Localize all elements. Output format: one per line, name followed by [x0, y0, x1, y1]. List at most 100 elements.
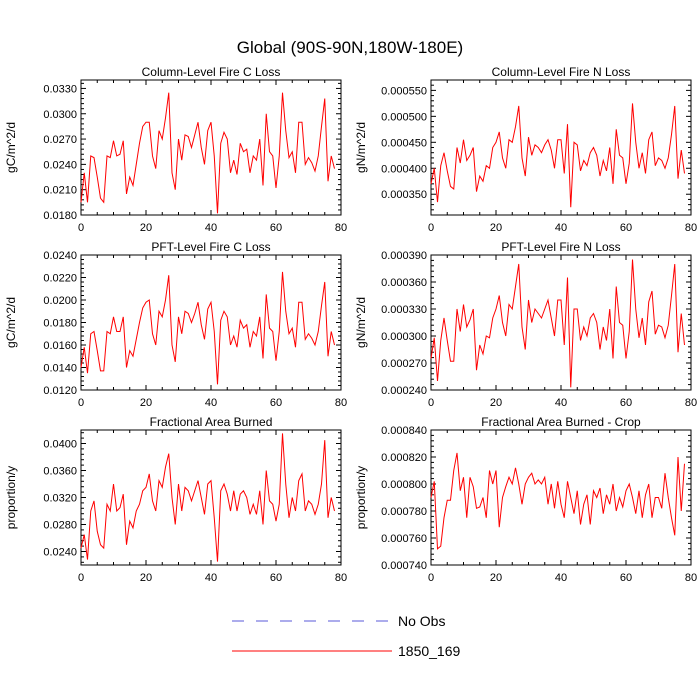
x-tick-label: 0: [78, 222, 84, 234]
y-tick-label: 0.0300: [43, 109, 77, 121]
y-tick-label: 0.0160: [43, 340, 77, 352]
series-line: [80, 271, 335, 385]
y-tick-label: 0.000800: [381, 479, 427, 491]
x-tick-label: 60: [270, 397, 282, 409]
chart-panel: Column-Level Fire N Loss gN/m^2/d 0 20 40 60 8…: [354, 65, 697, 234]
y-tick-label: 0.0240: [43, 547, 77, 559]
y-tick-label: 0.000270: [381, 358, 427, 370]
y-tick-label: 0.000450: [381, 137, 427, 149]
chart-panel: Fractional Area Burned proportion/y 0 20 40 6…: [4, 415, 347, 584]
x-tick-label: 0: [78, 397, 84, 409]
y-tick-label: 0.0140: [43, 363, 77, 375]
y-tick-label: 0.0200: [43, 295, 77, 307]
x-tick-label: 60: [270, 572, 282, 584]
y-tick-label: 0.000360: [381, 277, 427, 289]
x-tick-label: 40: [555, 397, 567, 409]
x-tick-label: 20: [490, 397, 502, 409]
y-axis-label: gN/m^2/d: [354, 122, 368, 173]
x-tick-label: 20: [140, 397, 152, 409]
y-tick-label: 0.0180: [43, 210, 77, 222]
y-tick-label: 0.000330: [381, 304, 427, 316]
y-axis-label: gC/m^2/d: [4, 122, 18, 173]
x-tick-label: 80: [685, 572, 697, 584]
x-tick-label: 80: [685, 222, 697, 234]
x-tick-label: 40: [205, 572, 217, 584]
series-line: [80, 433, 335, 562]
y-tick-label: 0.0220: [43, 273, 77, 285]
plot-frame: [430, 254, 692, 391]
figure-title: Global (90S-90N,180W-180E): [237, 38, 463, 57]
y-tick-label: 0.0270: [43, 134, 77, 146]
y-tick-label: 0.000390: [381, 250, 427, 262]
y-tick-label: 0.0400: [43, 439, 77, 451]
plot-frame: [80, 254, 342, 391]
y-tick-label: 0.0240: [43, 159, 77, 171]
y-tick-label: 0.000840: [381, 425, 427, 437]
panel-title: PFT-Level Fire N Loss: [501, 240, 620, 254]
y-axis-label: proportion/y: [354, 466, 368, 529]
y-tick-label: 0.000240: [381, 385, 427, 397]
x-tick-label: 0: [428, 222, 434, 234]
x-tick-label: 60: [620, 222, 632, 234]
x-tick-label: 40: [555, 222, 567, 234]
y-tick-label: 0.0180: [43, 318, 77, 330]
legend: No Obs 1850_169: [232, 613, 461, 659]
x-tick-label: 40: [555, 572, 567, 584]
y-axis-label: proportion/y: [4, 466, 18, 529]
x-tick-label: 20: [140, 572, 152, 584]
x-tick-label: 40: [205, 397, 217, 409]
x-tick-label: 0: [428, 397, 434, 409]
y-tick-label: 0.000300: [381, 331, 427, 343]
panel-title: Fractional Area Burned: [150, 415, 273, 429]
panel-title: Column-Level Fire N Loss: [492, 65, 631, 79]
chart-panels: Column-Level Fire C Loss gC/m^2/d 0 20 40 60 8…: [4, 65, 697, 584]
panel-title: PFT-Level Fire C Loss: [151, 240, 270, 254]
x-tick-label: 80: [685, 397, 697, 409]
x-tick-label: 80: [335, 222, 347, 234]
panel-title: Column-Level Fire C Loss: [142, 65, 281, 79]
x-tick-label: 0: [428, 572, 434, 584]
y-tick-label: 0.0320: [43, 493, 77, 505]
chart-panel: PFT-Level Fire C Loss gC/m^2/d 0 20 40 60 80 0.…: [4, 240, 347, 409]
chart-panel: Fractional Area Burned - Crop proportion/…: [354, 415, 697, 584]
plot-frame: [80, 79, 342, 216]
x-tick-label: 80: [335, 397, 347, 409]
y-tick-label: 0.0210: [43, 185, 77, 197]
y-axis-label: gN/m^2/d: [354, 297, 368, 348]
y-tick-label: 0.0360: [43, 466, 77, 478]
x-tick-label: 40: [205, 222, 217, 234]
x-tick-label: 0: [78, 572, 84, 584]
series-line: [430, 103, 685, 208]
y-tick-label: 0.0280: [43, 520, 77, 532]
y-tick-label: 0.000820: [381, 452, 427, 464]
series-line: [430, 259, 685, 388]
legend-label: 1850_169: [398, 643, 461, 659]
chart-panel: Column-Level Fire C Loss gC/m^2/d 0 20 40 60 8…: [4, 65, 347, 234]
y-tick-label: 0.0330: [43, 83, 77, 95]
plot-frame: [80, 429, 342, 566]
y-axis-label: gC/m^2/d: [4, 297, 18, 348]
plot-frame: [430, 79, 692, 216]
x-tick-label: 20: [140, 222, 152, 234]
y-tick-label: 0.0120: [43, 385, 77, 397]
y-tick-label: 0.0240: [43, 250, 77, 262]
y-tick-label: 0.000550: [381, 85, 427, 97]
x-tick-label: 60: [620, 397, 632, 409]
series-line: [430, 452, 685, 550]
x-tick-label: 60: [270, 222, 282, 234]
plot-frame: [430, 429, 692, 566]
y-tick-label: 0.000780: [381, 506, 427, 518]
chart-panel: PFT-Level Fire N Loss gN/m^2/d 0 20 40 60 80 0.…: [354, 240, 697, 409]
y-tick-label: 0.000500: [381, 111, 427, 123]
legend-label: No Obs: [398, 613, 445, 629]
y-tick-label: 0.000760: [381, 533, 427, 545]
y-tick-label: 0.000400: [381, 163, 427, 175]
panel-title: Fractional Area Burned - Crop: [481, 415, 641, 429]
x-tick-label: 60: [620, 572, 632, 584]
x-tick-label: 20: [490, 572, 502, 584]
x-tick-label: 20: [490, 222, 502, 234]
x-tick-label: 80: [335, 572, 347, 584]
y-tick-label: 0.000740: [381, 560, 427, 572]
y-tick-label: 0.000350: [381, 189, 427, 201]
